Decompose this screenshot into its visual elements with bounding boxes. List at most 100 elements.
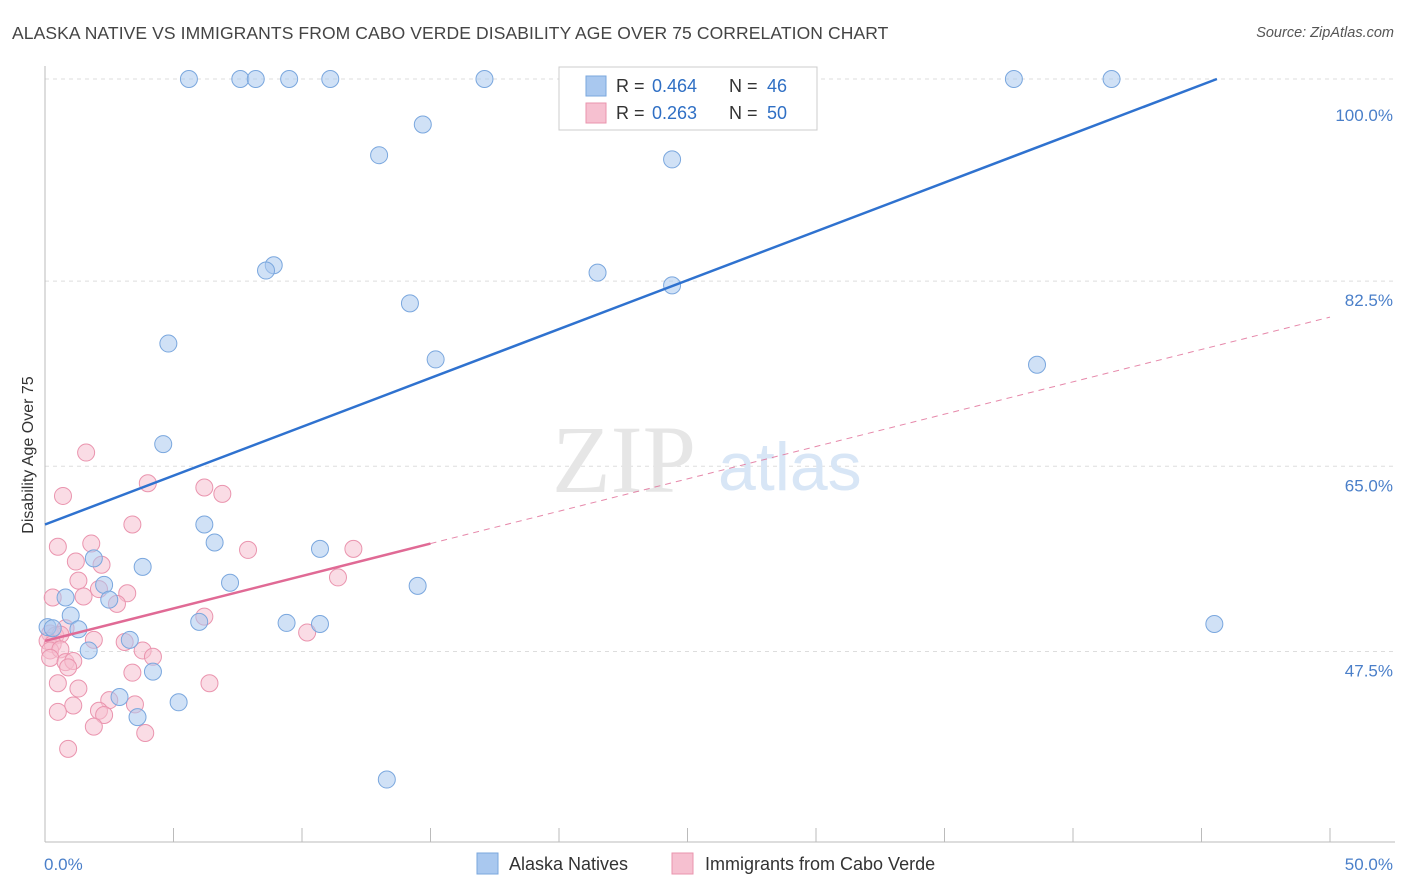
cabo-verde-point-8 <box>239 540 258 559</box>
alaska-natives-point-3 <box>280 70 299 88</box>
legend-r-value-blue: 0.464 <box>652 76 697 96</box>
alaska-natives-point-11 <box>370 146 389 165</box>
cabo-verde-point-40 <box>200 674 219 693</box>
cabo-verde-trend-extension <box>430 316 1331 545</box>
series-legend: Alaska Natives Immigrants from Cabo Verd… <box>476 852 935 875</box>
cabo-verde-point-38 <box>48 674 67 693</box>
cabo-verde-point-7 <box>48 537 67 556</box>
cabo-verde-point-48 <box>136 723 155 742</box>
x-tick-labels: 0.0% 50.0% <box>44 855 1393 874</box>
alaska-natives-point-24 <box>310 539 329 558</box>
x-tick-label-1: 50.0% <box>1345 855 1393 874</box>
alaska-natives-point-43 <box>110 688 129 707</box>
watermark-atlas: atlas <box>718 429 862 505</box>
trend-lines <box>44 77 1331 643</box>
cabo-verde-point-39 <box>69 679 88 698</box>
cabo-verde-point-2 <box>195 478 214 497</box>
watermark: ZIP atlas <box>552 406 862 513</box>
legend-r-label-pink: R = <box>616 103 645 123</box>
alaska-natives-point-31 <box>100 590 119 609</box>
y-tick-label-1: 65.0% <box>1345 476 1393 495</box>
alaska-natives-point-8 <box>1004 70 1023 88</box>
legend-r-value-pink: 0.263 <box>652 103 697 123</box>
legend-n-value-pink: 50 <box>767 103 787 123</box>
watermark-zip: ZIP <box>552 406 696 513</box>
alaska-natives-trend-line <box>44 77 1218 526</box>
alaska-natives-point-33 <box>190 612 209 631</box>
cabo-verde-point-44 <box>48 702 67 721</box>
alaska-natives-point-2 <box>246 70 265 88</box>
alaska-natives-point-26 <box>133 557 152 576</box>
alaska-natives-point-44 <box>169 693 188 712</box>
alaska-natives-point-4 <box>321 70 340 88</box>
legend-swatch-blue <box>585 75 607 97</box>
cabo-verde-trend-line <box>44 542 431 643</box>
alaska-natives-point-38 <box>43 619 62 638</box>
bottom-legend-swatch-pink <box>671 852 694 875</box>
cabo-verde-point-43 <box>64 696 83 715</box>
y-tick-label-0: 47.5% <box>1345 662 1393 681</box>
cabo-verde-point-49 <box>59 739 78 758</box>
cabo-verde-point-28 <box>298 623 317 642</box>
correlation-legend: R = 0.464 N = 46 R = 0.263 N = 50 <box>558 66 818 131</box>
alaska-natives-point-25 <box>84 549 103 568</box>
cabo-verde-point-3 <box>213 484 232 503</box>
alaska-natives-point-14 <box>257 261 276 280</box>
cabo-verde-point-37 <box>123 663 142 682</box>
alaska-natives-point-20 <box>1028 355 1047 374</box>
alaska-natives-point-21 <box>154 435 173 454</box>
alaska-natives-point-17 <box>400 294 419 313</box>
cabo-verde-point-5 <box>123 515 142 534</box>
cabo-verde-point-47 <box>84 717 103 736</box>
bottom-legend-label-blue: Alaska Natives <box>509 854 628 874</box>
y-tick-label-2: 82.5% <box>1345 291 1393 310</box>
series-alaska-natives-points <box>38 70 1224 789</box>
legend-n-value-blue: 46 <box>767 76 787 96</box>
alaska-natives-point-40 <box>120 630 139 649</box>
alaska-natives-point-18 <box>159 334 178 353</box>
cabo-verde-point-17 <box>74 587 93 606</box>
alaska-natives-point-1 <box>231 70 250 88</box>
cabo-verde-point-12 <box>69 571 88 590</box>
alaska-natives-point-46 <box>377 770 396 789</box>
cabo-verde-point-33 <box>41 648 60 667</box>
alaska-natives-point-19 <box>426 350 445 369</box>
bottom-legend-label-pink: Immigrants from Cabo Verde <box>705 854 935 874</box>
y-tick-label-3: 100.0% <box>1335 106 1393 125</box>
bottom-legend-swatch-blue <box>476 852 499 875</box>
grid-lines <box>45 78 1395 652</box>
alaska-natives-point-23 <box>205 533 224 552</box>
y-tick-labels: 47.5% 65.0% 82.5% 100.0% <box>1335 106 1393 681</box>
y-axis-label: Disability Age Over 75 <box>20 376 37 534</box>
chart-title: ALASKA NATIVE VS IMMIGRANTS FROM CABO VE… <box>12 23 889 43</box>
alaska-natives-point-15 <box>588 263 607 282</box>
alaska-natives-point-35 <box>310 614 329 633</box>
x-tick-label-0: 0.0% <box>44 855 83 874</box>
alaska-natives-point-45 <box>128 708 147 727</box>
alaska-natives-point-0 <box>179 70 198 88</box>
alaska-natives-point-41 <box>79 641 98 660</box>
alaska-natives-point-27 <box>221 573 240 592</box>
cabo-verde-point-46 <box>95 705 114 724</box>
legend-r-label-blue: R = <box>616 76 645 96</box>
alaska-natives-point-22 <box>195 515 214 534</box>
alaska-natives-point-32 <box>61 606 80 625</box>
cabo-verde-point-6 <box>82 534 101 553</box>
cabo-verde-point-10 <box>66 552 85 571</box>
alaska-natives-point-9 <box>1102 70 1121 88</box>
alaska-natives-point-34 <box>277 613 296 632</box>
legend-swatch-pink <box>585 102 607 124</box>
axes <box>44 66 1395 843</box>
alaska-natives-point-30 <box>56 588 75 607</box>
cabo-verde-point-36 <box>59 658 78 677</box>
alaska-natives-point-29 <box>408 576 427 595</box>
alaska-natives-point-10 <box>413 115 432 134</box>
cabo-verde-point-0 <box>77 443 96 462</box>
cabo-verde-point-13 <box>328 568 347 587</box>
alaska-natives-point-36 <box>1205 614 1224 633</box>
cabo-verde-point-9 <box>344 539 363 558</box>
alaska-natives-point-42 <box>143 662 162 681</box>
legend-n-label-pink: N = <box>729 103 758 123</box>
cabo-verde-point-4 <box>53 486 72 505</box>
